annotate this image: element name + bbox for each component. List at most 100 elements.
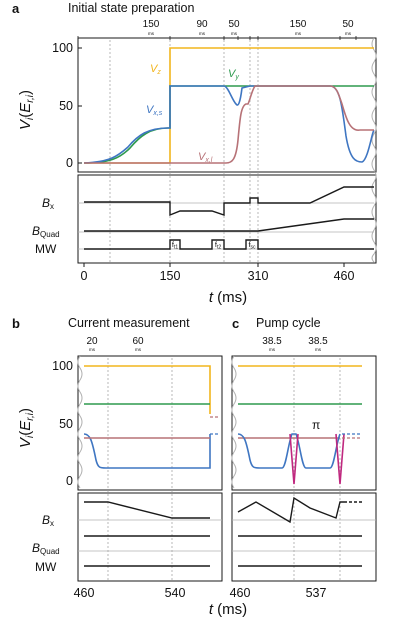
label-f2: ft2	[215, 240, 221, 251]
x-tick-a-460: 460	[334, 269, 355, 283]
series-b-Vz	[84, 365, 211, 414]
trace-b-Bx	[84, 501, 210, 519]
label-Vy: Vy	[228, 68, 239, 81]
panel-b-guides	[107, 358, 173, 581]
panel-a-control-baselines	[78, 202, 374, 250]
panel-c-letter: c	[232, 316, 239, 331]
label-Vxs: Vx,s	[146, 104, 163, 117]
panel-c-x-axis: 460 537	[230, 586, 327, 600]
series-a-Vxl	[84, 85, 374, 164]
panel-b-top-frame	[77, 355, 223, 491]
x-tick-a-0: 0	[81, 269, 88, 283]
y-tick-100: 100	[52, 41, 73, 55]
x-tick-c-537: 537	[306, 586, 327, 600]
trace-a-Bx	[84, 186, 374, 217]
interval-label-a-5: 50	[342, 19, 354, 30]
panel-a-series	[83, 47, 375, 164]
panel-a-title: Initial state preparation	[68, 1, 195, 15]
panel-b-y-ticks: 100 50 0	[52, 359, 73, 488]
panel-c-controls	[237, 496, 362, 567]
panel-a-break-line	[371, 37, 377, 263]
panel-c-interval-labels: 38.5 ms 38.5 ms	[262, 336, 328, 352]
label-Bx-b: Bx	[42, 513, 54, 528]
label-Vxl: Vx,l	[198, 151, 213, 164]
panel-c-dashed-ends	[342, 433, 362, 439]
panel-b-controls	[84, 501, 210, 567]
y-tick-b-0: 0	[66, 474, 73, 488]
series-a-Vy	[83, 85, 374, 164]
panel-a-series-labels: Vz Vy Vx,s Vx,l	[146, 63, 239, 164]
panel-a-x-axis: 0 150 310 460	[81, 263, 355, 283]
label-Bx-a: Bx	[42, 196, 54, 211]
pi-annotation: π	[312, 418, 320, 432]
interval-unit-a-5: ms	[345, 31, 352, 36]
label-MW-b: MW	[35, 560, 57, 574]
label-MW-a: MW	[35, 242, 57, 256]
panel-b-dashed-ends	[210, 416, 220, 435]
panel-c-top-frame	[231, 355, 377, 491]
y-tick-0: 0	[66, 156, 73, 170]
interval-label-a-1: 150	[143, 19, 160, 30]
interval-label-a-4: 150	[290, 19, 307, 30]
interval-label-a-2: 90	[196, 19, 208, 30]
interval-unit-a-1: ms	[148, 31, 155, 36]
panel-b-series	[83, 365, 211, 469]
panel-a-y-ticks: 100 50 0	[52, 41, 82, 170]
x-tick-a-310: 310	[248, 269, 269, 283]
y-tick-50: 50	[59, 99, 73, 113]
interval-label-a-3: 50	[228, 19, 240, 30]
panel-a-mw-labels: ft1 ft2 fsc	[172, 240, 256, 251]
interval-unit-c-2: ms	[315, 347, 322, 352]
interval-unit-a-3: ms	[231, 31, 238, 36]
panel-c-control-baselines	[232, 519, 376, 552]
y-tick-b-100: 100	[52, 359, 73, 373]
panel-a-interval-labels: 150 ms 90 ms 50 ms 150 ms 50 ms	[143, 19, 354, 36]
x-tick-b-540: 540	[165, 586, 186, 600]
y-tick-b-50: 50	[59, 417, 73, 431]
panel-b-control-baselines	[78, 519, 222, 552]
panel-a-control-labels: Bx BQuad MW	[32, 196, 60, 256]
x-axis-label-bc: t (ms)	[209, 601, 247, 617]
panel-c-title: Pump cycle	[256, 316, 321, 330]
panel-a-letter: a	[12, 1, 20, 16]
interval-unit-a-4: ms	[295, 31, 302, 36]
label-f3: fsc	[248, 240, 256, 251]
x-tick-c-460: 460	[230, 586, 251, 600]
series-a-Vxs	[83, 85, 375, 164]
trace-a-BQuad	[84, 218, 374, 232]
interval-unit-c-1: ms	[269, 347, 276, 352]
label-BQuad-b: BQuad	[32, 541, 60, 556]
trace-c-Bx	[237, 496, 344, 524]
pi-pulse-2	[335, 433, 345, 485]
panel-a-controls	[84, 186, 374, 250]
panel-b-interval-labels: 20 ms 60 ms	[86, 336, 144, 352]
interval-unit-b-1: ms	[89, 347, 96, 352]
series-b-Vxs	[83, 433, 211, 469]
y-axis-label-a: Vi(Er,i)	[17, 90, 36, 130]
interval-unit-a-2: ms	[199, 31, 206, 36]
trace-a-MW	[84, 239, 374, 250]
panel-c-break-line	[231, 355, 237, 489]
label-BQuad-a: BQuad	[32, 224, 60, 239]
panel-b-control-labels: Bx BQuad MW	[32, 513, 60, 574]
panel-b-title: Current measurement	[68, 316, 190, 330]
series-a-Vz	[84, 47, 374, 164]
x-axis-label-a: t (ms)	[209, 289, 247, 306]
label-f1: ft1	[172, 240, 178, 251]
panel-c-guides	[293, 358, 341, 581]
panel-b-letter: b	[12, 316, 20, 331]
x-tick-a-150: 150	[160, 269, 181, 283]
panel-c-series	[237, 365, 362, 469]
interval-label-b-1: 20	[86, 336, 98, 347]
panel-a-control-frame	[77, 174, 377, 264]
panel-b-control-frame	[77, 492, 223, 582]
interval-label-c-2: 38.5	[308, 336, 328, 347]
interval-label-c-1: 38.5	[262, 336, 282, 347]
panel-c-pi-pulses	[289, 433, 345, 485]
panel-b-x-axis: 460 540	[74, 586, 186, 600]
label-Vz: Vz	[150, 63, 161, 76]
series-c-Vxs	[237, 433, 341, 469]
x-tick-b-460: 460	[74, 586, 95, 600]
panel-b-break-line	[77, 355, 83, 489]
